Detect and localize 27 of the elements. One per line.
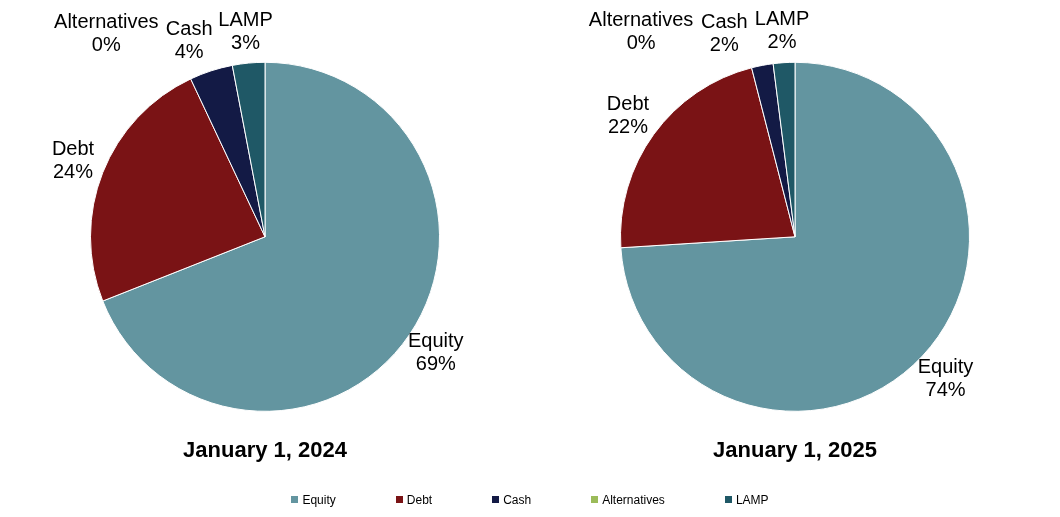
category-label: Alternatives: [54, 10, 159, 33]
slice-label: LAMP: [218, 7, 273, 30]
category-label: Alternatives: [588, 8, 694, 31]
legend-label: Equity: [302, 492, 336, 507]
text: January 1, 2025: [713, 436, 877, 462]
slice-label: Debt: [51, 137, 95, 160]
slice-label: Cash: [165, 16, 213, 39]
legend-label: Debt: [406, 492, 433, 507]
data-label: 4%: [174, 39, 204, 62]
legend-label: LAMP: [735, 492, 769, 507]
legend-label: Cash: [503, 492, 532, 507]
slice-label: Equity: [917, 354, 974, 377]
text: 0%: [91, 33, 121, 56]
data-label: 69%: [415, 352, 457, 375]
data-label: 2%: [709, 33, 739, 56]
slice-label: LAMP: [754, 7, 810, 30]
data-label: 74%: [925, 377, 966, 400]
slice-label: Debt: [606, 91, 650, 114]
data-label: 3%: [231, 30, 261, 53]
data-label: 24%: [52, 160, 94, 183]
slice-label: Equity: [408, 329, 464, 352]
data-label: 2%: [767, 30, 797, 53]
text: 0%: [626, 31, 656, 54]
legend-label: Alternatives: [602, 492, 665, 507]
slice-label: Cash: [700, 10, 748, 33]
text: January 1, 2024: [183, 436, 348, 462]
data-label: 22%: [607, 114, 649, 137]
